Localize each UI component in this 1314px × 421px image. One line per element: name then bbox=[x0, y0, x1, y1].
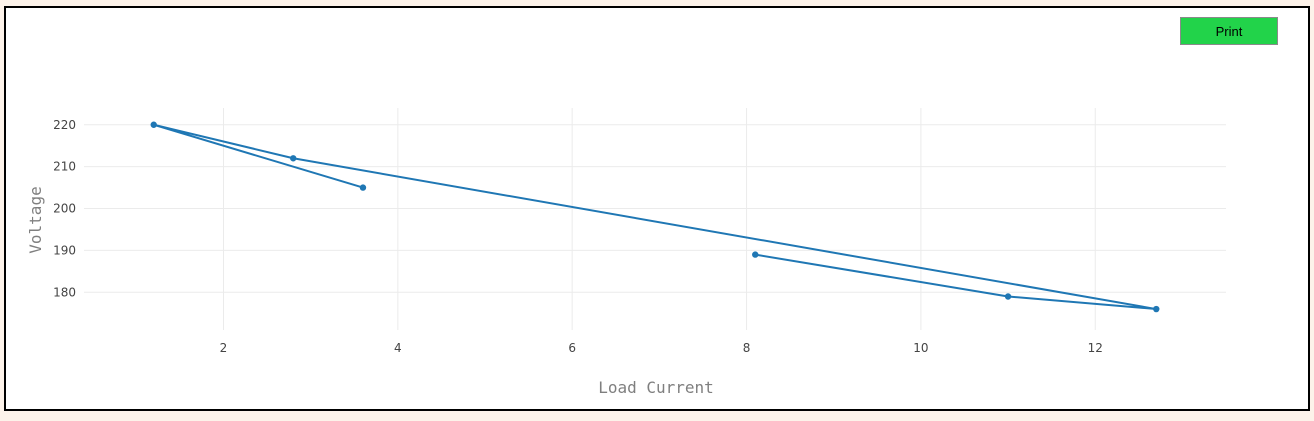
x-tick-label: 12 bbox=[1088, 341, 1103, 355]
data-point[interactable] bbox=[359, 184, 367, 191]
x-tick-label: 2 bbox=[220, 341, 228, 355]
x-tick-label: 8 bbox=[743, 341, 751, 355]
chart-frame: 2 4 6 8 10 12 180 190 200 210 220 Load Current Vo… bbox=[4, 6, 1310, 411]
data-point[interactable] bbox=[1153, 305, 1160, 313]
series-line bbox=[152, 123, 1158, 311]
y-tick-labels: 180 190 200 210 220 bbox=[53, 118, 76, 300]
data-point[interactable] bbox=[1004, 293, 1012, 300]
x-tick-labels: 2 4 6 8 10 12 bbox=[220, 341, 1103, 355]
series-points bbox=[150, 121, 1160, 313]
x-axis-title: Load Current bbox=[598, 378, 714, 397]
data-point[interactable] bbox=[752, 251, 759, 258]
y-tick-label: 190 bbox=[53, 243, 76, 257]
x-tick-label: 4 bbox=[394, 341, 402, 355]
y-tick-label: 200 bbox=[53, 202, 76, 216]
x-tick-label: 6 bbox=[568, 341, 576, 355]
data-point[interactable] bbox=[290, 155, 297, 162]
x-tick-label: 10 bbox=[913, 341, 928, 355]
y-tick-label: 180 bbox=[53, 285, 76, 299]
data-point[interactable] bbox=[150, 121, 157, 128]
y-tick-label: 220 bbox=[53, 118, 76, 132]
print-button[interactable]: Print bbox=[1180, 17, 1278, 45]
series-lines bbox=[152, 123, 1158, 311]
y-tick-label: 210 bbox=[53, 160, 76, 174]
grid-lines bbox=[84, 108, 1226, 330]
chart-svg: 2 4 6 8 10 12 180 190 200 210 220 Load Current Vo… bbox=[26, 108, 1226, 397]
y-axis-title: Voltage bbox=[26, 186, 45, 253]
